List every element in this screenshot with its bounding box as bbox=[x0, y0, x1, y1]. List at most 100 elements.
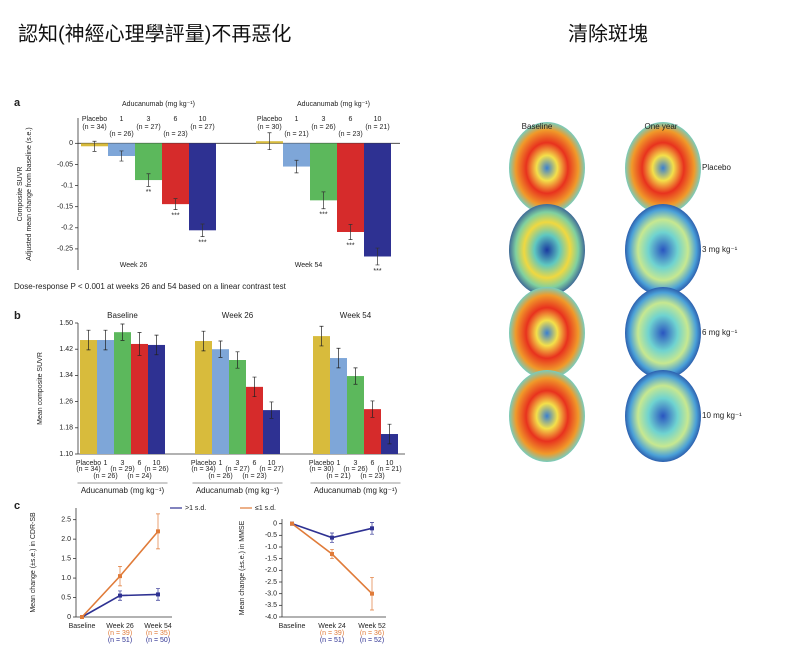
dose-label: Placebo bbox=[82, 116, 107, 123]
marker bbox=[330, 535, 334, 540]
error-bar bbox=[119, 150, 124, 162]
brain-image bbox=[625, 122, 701, 214]
dose-label: 1 bbox=[104, 460, 108, 467]
y-tick-label: -1.0 bbox=[265, 544, 277, 551]
legend-label: ≤1 s.d. bbox=[255, 505, 276, 512]
bar bbox=[313, 336, 330, 454]
significance: *** bbox=[319, 212, 327, 219]
y-tick-label: -0.05 bbox=[57, 161, 73, 168]
marker bbox=[370, 591, 374, 596]
dose-label: 10 bbox=[268, 460, 276, 467]
error-bar bbox=[348, 224, 353, 240]
group-label: Week 26 bbox=[120, 262, 148, 269]
error-bar bbox=[387, 423, 392, 445]
panel-label: a bbox=[14, 97, 21, 109]
x-tick-label: Week 24 bbox=[318, 623, 346, 630]
n-label: (n = 23) bbox=[163, 131, 187, 138]
n-label: (n = 29) bbox=[110, 466, 134, 473]
error-bar bbox=[173, 198, 178, 210]
n-label: (n = 34) bbox=[82, 124, 106, 131]
dose-label: 6 bbox=[174, 116, 178, 123]
x-tick-label: Baseline bbox=[69, 623, 96, 630]
error-bar bbox=[154, 334, 159, 356]
y-tick-label: -0.15 bbox=[57, 204, 73, 211]
dose-label: 6 bbox=[138, 460, 142, 467]
n-label: (n = 21) bbox=[377, 466, 401, 473]
n-label: (n = 27) bbox=[190, 124, 214, 131]
n-label: (n = 50) bbox=[146, 637, 170, 644]
x-tick-label: Baseline bbox=[279, 623, 306, 630]
bar bbox=[212, 349, 229, 454]
y-tick-label: 0 bbox=[67, 614, 71, 621]
n-label: (n = 39) bbox=[320, 630, 344, 637]
dose-label: 10 bbox=[386, 460, 394, 467]
marker bbox=[156, 529, 160, 534]
bar bbox=[108, 143, 135, 156]
n-label: (n = 27) bbox=[136, 124, 160, 131]
error-bar bbox=[252, 376, 257, 398]
n-label: (n = 26) bbox=[343, 466, 367, 473]
bar bbox=[114, 332, 131, 454]
significance: *** bbox=[373, 268, 381, 275]
y-label: Mean change (±s.e.) in CDR-SB bbox=[30, 512, 37, 613]
brain-image bbox=[625, 204, 701, 296]
y-tick-label: -2.0 bbox=[265, 567, 277, 574]
error-bar bbox=[235, 351, 240, 369]
n-label: (n = 51) bbox=[108, 637, 132, 644]
bar bbox=[263, 410, 280, 454]
brain-image bbox=[625, 287, 701, 379]
dose-label: 3 bbox=[147, 116, 151, 123]
dose-label: 3 bbox=[322, 116, 326, 123]
error-bar bbox=[336, 347, 341, 369]
y-label: Mean change (±s.e.) in MMSE bbox=[239, 520, 246, 615]
y-tick-label: 1.0 bbox=[61, 575, 71, 582]
left-heading: 認知(神經心理學評量)不再惡化 bbox=[18, 22, 291, 45]
error-bar bbox=[267, 132, 272, 151]
n-label: (n = 30) bbox=[257, 124, 281, 131]
brain-panel bbox=[509, 122, 701, 462]
bar bbox=[283, 143, 310, 167]
y-tick-label: 2.0 bbox=[61, 536, 71, 543]
n-label: (n = 24) bbox=[127, 473, 151, 480]
bar bbox=[337, 143, 364, 232]
error-bar bbox=[200, 223, 205, 237]
column-label: Baseline bbox=[522, 122, 553, 131]
error-bar bbox=[137, 332, 142, 356]
group-label: Week 54 bbox=[340, 311, 372, 320]
y-tick-label: 1.26 bbox=[59, 398, 73, 405]
n-label: (n = 27) bbox=[259, 466, 283, 473]
legend-label: >1 s.d. bbox=[185, 505, 206, 512]
row-label: 6 mg kg⁻¹ bbox=[702, 328, 738, 337]
marker bbox=[80, 615, 84, 619]
dose-label: 6 bbox=[371, 460, 375, 467]
marker bbox=[118, 574, 122, 579]
y-tick-label: 1.5 bbox=[61, 555, 71, 562]
error-bar bbox=[321, 191, 326, 210]
dose-label: 1 bbox=[120, 116, 124, 123]
error-bar bbox=[103, 329, 108, 351]
dose-label: 3 bbox=[121, 460, 125, 467]
dose-label: 1 bbox=[295, 116, 299, 123]
n-label: (n = 21) bbox=[326, 473, 350, 480]
y-tick-label: 0 bbox=[273, 521, 277, 528]
y-tick-label: -4.0 bbox=[265, 614, 277, 621]
x-label: Aducanumab (mg kg⁻¹) bbox=[81, 486, 165, 495]
dose-label: Placebo bbox=[191, 460, 216, 467]
error-bar bbox=[201, 330, 206, 352]
n-label: (n = 26) bbox=[311, 124, 335, 131]
dose-label: 10 bbox=[374, 116, 382, 123]
y-tick-label: 1.42 bbox=[59, 346, 73, 353]
bar bbox=[97, 340, 114, 454]
marker bbox=[370, 526, 374, 531]
y-tick-label: -0.1 bbox=[61, 182, 73, 189]
brain-image bbox=[509, 287, 585, 379]
y-label: Adjusted mean change from baseline (s.e.… bbox=[26, 127, 33, 260]
footnote: Dose-response P < 0.001 at weeks 26 and … bbox=[14, 282, 287, 291]
n-label: (n = 23) bbox=[360, 473, 384, 480]
legend-title: Aducanumab (mg kg⁻¹) bbox=[297, 101, 370, 108]
n-label: (n = 27) bbox=[225, 466, 249, 473]
row-label: 10 mg kg⁻¹ bbox=[702, 411, 742, 420]
dose-label: 10 bbox=[199, 116, 207, 123]
group-label: Baseline bbox=[107, 311, 138, 320]
